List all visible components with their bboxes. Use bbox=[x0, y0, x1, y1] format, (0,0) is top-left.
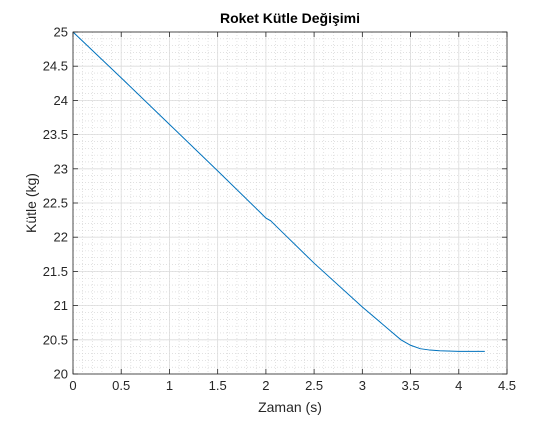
x-tick-label: 0 bbox=[69, 378, 76, 393]
x-axis-label: Zaman (s) bbox=[258, 399, 322, 415]
x-tick-label: 4 bbox=[455, 378, 462, 393]
x-tick-label: 2.5 bbox=[305, 378, 323, 393]
y-tick-label: 25 bbox=[54, 25, 68, 40]
y-tick-label: 23 bbox=[54, 161, 68, 176]
y-tick-label: 22.5 bbox=[43, 196, 68, 211]
x-tick-label: 2 bbox=[262, 378, 269, 393]
y-tick-label: 24.5 bbox=[43, 59, 68, 74]
y-tick-label: 22 bbox=[54, 230, 68, 245]
y-tick-label: 23.5 bbox=[43, 127, 68, 142]
x-tick-label: 1 bbox=[166, 378, 173, 393]
chart-title: Roket Kütle Değişimi bbox=[220, 10, 360, 26]
y-tick-label: 20.5 bbox=[43, 332, 68, 347]
tick-marks bbox=[72, 31, 508, 375]
x-tick-label: 0.5 bbox=[112, 378, 130, 393]
y-tick-labels: 20 20.5 21 21.5 22 22.5 23 23.5 24 24.5 25 bbox=[43, 25, 68, 382]
y-tick-label: 24 bbox=[54, 93, 68, 108]
x-tick-labels: 0 0.5 1 1.5 2 2.5 3 3.5 4 4.5 bbox=[69, 378, 516, 393]
x-tick-label: 4.5 bbox=[498, 378, 516, 393]
x-tick-label: 3 bbox=[359, 378, 366, 393]
y-axis-label: Kütle (kg) bbox=[23, 173, 39, 233]
series-line bbox=[72, 31, 485, 352]
x-tick-label: 1.5 bbox=[209, 378, 227, 393]
plot-lines bbox=[72, 31, 485, 352]
x-tick-label: 3.5 bbox=[402, 378, 420, 393]
major-grid bbox=[72, 31, 508, 375]
y-tick-label: 20 bbox=[54, 367, 68, 382]
y-tick-label: 21.5 bbox=[43, 264, 68, 279]
y-tick-label: 21 bbox=[54, 298, 68, 313]
